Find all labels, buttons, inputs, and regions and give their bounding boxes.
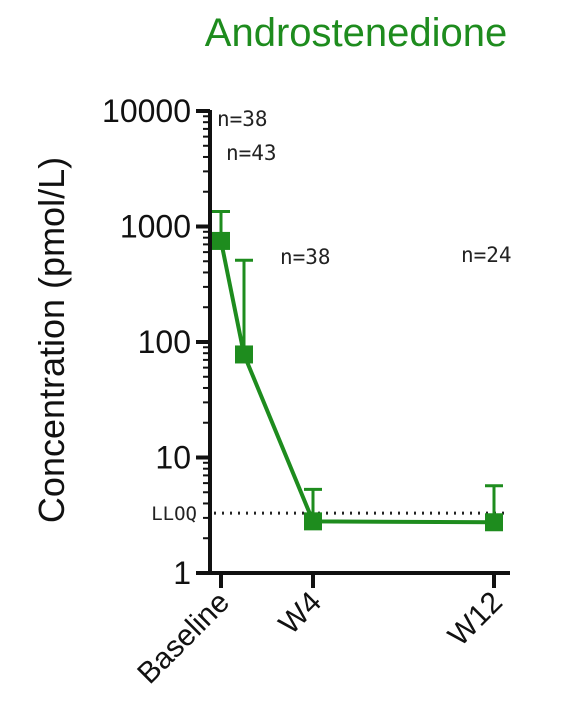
- lloq-label: LLOQ: [151, 503, 197, 525]
- data-point: [304, 512, 322, 531]
- data-point: [212, 231, 230, 250]
- y-tick-label: 10: [155, 440, 191, 476]
- annotation-n-w12: n=24: [461, 243, 512, 267]
- annotation-n-w4: n=38: [280, 245, 331, 269]
- annotation-n-baseline-1: n=38: [217, 107, 268, 131]
- x-tick-label: W4: [273, 586, 328, 641]
- y-ticks: 1 10 100 1000 10000: [102, 93, 210, 591]
- lloq-reference: LLOQ: [151, 503, 505, 525]
- y-tick-label: 10000: [102, 93, 191, 129]
- data-point: [485, 513, 503, 532]
- annotation-n-baseline-2: n=43: [226, 141, 277, 165]
- y-tick-label: 100: [138, 324, 191, 360]
- axes: [208, 110, 510, 575]
- y-tick-label: 1: [173, 555, 191, 591]
- x-tick-label: Baseline: [131, 586, 236, 691]
- x-tick-label: W12: [442, 586, 509, 653]
- chart-title: Androstenedione: [205, 11, 507, 55]
- y-axis-label: Concentration (pmol/L): [31, 157, 72, 523]
- data-points: [212, 231, 503, 532]
- error-bars: [212, 209, 503, 523]
- y-tick-label: 1000: [120, 209, 191, 245]
- annotations: n=38 n=43 n=38 n=24: [217, 107, 512, 269]
- data-point: [235, 345, 253, 364]
- series-line: [219, 240, 495, 525]
